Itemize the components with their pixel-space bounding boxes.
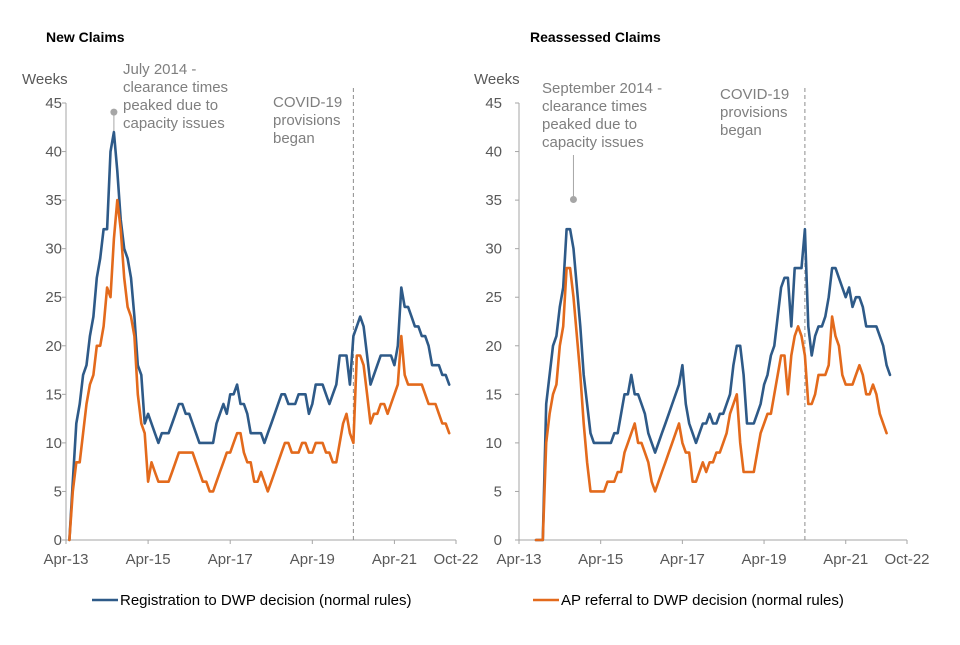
legend-label: AP referral to DWP decision (normal rule… [561, 592, 844, 609]
series-line-ap-referral [68, 198, 451, 542]
x-tick-label: Oct-22 [884, 551, 929, 568]
annotation-text: July 2014 - [123, 61, 196, 78]
x-tick-label: Apr-15 [578, 551, 623, 568]
annotation-text: capacity issues [123, 115, 225, 132]
y-tick-label: 20 [45, 338, 62, 355]
annotation-text: peaked due to [542, 116, 637, 133]
y-tick-label: 30 [45, 241, 62, 258]
panel-title: Reassessed Claims [530, 29, 661, 45]
y-axis-label: Weeks [474, 71, 520, 88]
x-tick-label: Oct-22 [433, 551, 478, 568]
annotation-text: clearance times [123, 79, 228, 96]
y-tick-label: 45 [485, 95, 502, 112]
y-tick-label: 0 [54, 532, 62, 549]
y-tick-label: 20 [485, 338, 502, 355]
annotation-text: began [273, 130, 315, 147]
x-tick-label: Apr-19 [742, 551, 787, 568]
y-tick-label: 10 [485, 435, 502, 452]
annotation-text: began [720, 122, 762, 139]
x-tick-label: Apr-17 [660, 551, 705, 568]
panel-title: New Claims [46, 29, 125, 45]
y-tick-label: 0 [494, 532, 502, 549]
annotation-marker [110, 108, 118, 116]
x-tick-label: Apr-21 [823, 551, 868, 568]
series-line-registration [534, 227, 892, 542]
y-tick-label: 15 [485, 386, 502, 403]
legend-label: Registration to DWP decision (normal rul… [120, 592, 412, 609]
y-tick-label: 35 [45, 192, 62, 209]
y-tick-label: 25 [485, 289, 502, 306]
annotation-text: provisions [720, 104, 788, 121]
x-tick-label: Apr-19 [290, 551, 335, 568]
y-tick-label: 35 [485, 192, 502, 209]
annotation-text: COVID-19 [273, 94, 342, 111]
series-line-ap-referral [534, 266, 888, 542]
y-tick-label: 15 [45, 386, 62, 403]
y-tick-label: 30 [485, 241, 502, 258]
panel-reassessed-claims: Reassessed Claims Weeks 0 5 10 15 20 25 30 35 40 45… [474, 29, 930, 568]
x-tick-label: Apr-13 [496, 551, 541, 568]
y-tick-label: 25 [45, 289, 62, 306]
annotation-text: September 2014 - [542, 80, 662, 97]
x-tick-label: Apr-17 [208, 551, 253, 568]
y-tick-label: 5 [494, 483, 502, 500]
y-tick-label: 10 [45, 435, 62, 452]
x-tick-label: Apr-13 [43, 551, 88, 568]
y-tick-label: 40 [485, 144, 502, 161]
x-tick-label: Apr-15 [126, 551, 171, 568]
annotation-text: COVID-19 [720, 86, 789, 103]
annotation-text: peaked due to [123, 97, 218, 114]
annotation-text: capacity issues [542, 134, 644, 151]
panel-new-claims: New Claims Weeks 0 5 10 15 20 25 30 35 40 45 Apr-13 A… [22, 29, 479, 568]
y-tick-label: 40 [45, 144, 62, 161]
y-axis-label: Weeks [22, 71, 68, 88]
x-tick-label: Apr-21 [372, 551, 417, 568]
annotation-text: provisions [273, 112, 341, 129]
legend-item: Registration to DWP decision (normal rul… [92, 592, 412, 609]
annotation-marker [569, 196, 577, 204]
y-tick-label: 45 [45, 95, 62, 112]
series-line-registration [68, 130, 451, 542]
y-tick-label: 5 [54, 483, 62, 500]
annotation-text: clearance times [542, 98, 647, 115]
legend-item: AP referral to DWP decision (normal rule… [533, 592, 844, 609]
